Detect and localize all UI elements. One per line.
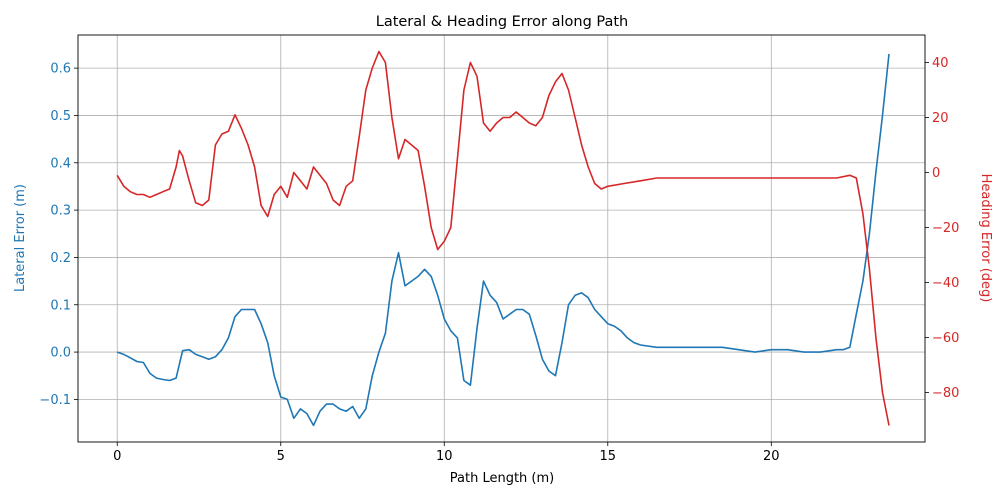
x-tick-label: 20	[763, 449, 780, 464]
x-tick-label: 15	[600, 449, 617, 464]
x-axis-label: Path Length (m)	[450, 471, 554, 486]
x-tick-label: 0	[113, 449, 121, 464]
heading-error-line	[116, 50, 890, 426]
right-y-axis-ticks: −80 −60 −40 −20 0 20 40	[925, 56, 959, 401]
x-tick-label: 10	[436, 449, 453, 464]
left-y-tick-label: 0.3	[50, 204, 71, 219]
chart-title: Lateral & Heading Error along Path	[376, 14, 629, 30]
left-y-tick-label: 0.2	[50, 251, 71, 266]
right-y-tick-label: −80	[932, 386, 959, 401]
left-y-tick-label: 0.6	[50, 62, 71, 77]
left-y-tick-label: 0.5	[50, 109, 71, 124]
right-y-tick-label: −40	[932, 276, 959, 291]
right-y-tick-label: 0	[932, 166, 940, 181]
right-y-axis-label: Heading Error (deg)	[978, 174, 993, 303]
left-y-tick-label: −0.1	[39, 393, 71, 408]
right-y-tick-label: 40	[932, 56, 949, 71]
right-y-tick-label: −20	[932, 221, 959, 236]
heading-error-series	[116, 50, 890, 426]
x-tick-label: 5	[277, 449, 285, 464]
plot-frame	[77, 34, 926, 443]
left-y-tick-label: 0.4	[50, 156, 71, 171]
lateral-error-series	[116, 53, 890, 427]
left-y-tick-label: 0.0	[50, 346, 71, 361]
left-y-axis-label: Lateral Error (m)	[13, 184, 28, 292]
right-y-tick-label: −60	[932, 331, 959, 346]
left-y-axis-ticks: −0.1 0.0 0.1 0.2 0.3 0.4 0.5 0.6	[39, 62, 78, 408]
right-y-tick-label: 20	[932, 111, 949, 126]
x-axis-ticks: 0 5 10 15 20	[113, 442, 780, 464]
gridlines	[78, 35, 925, 442]
lateral-error-line	[116, 53, 890, 427]
left-y-tick-label: 0.1	[50, 298, 71, 313]
